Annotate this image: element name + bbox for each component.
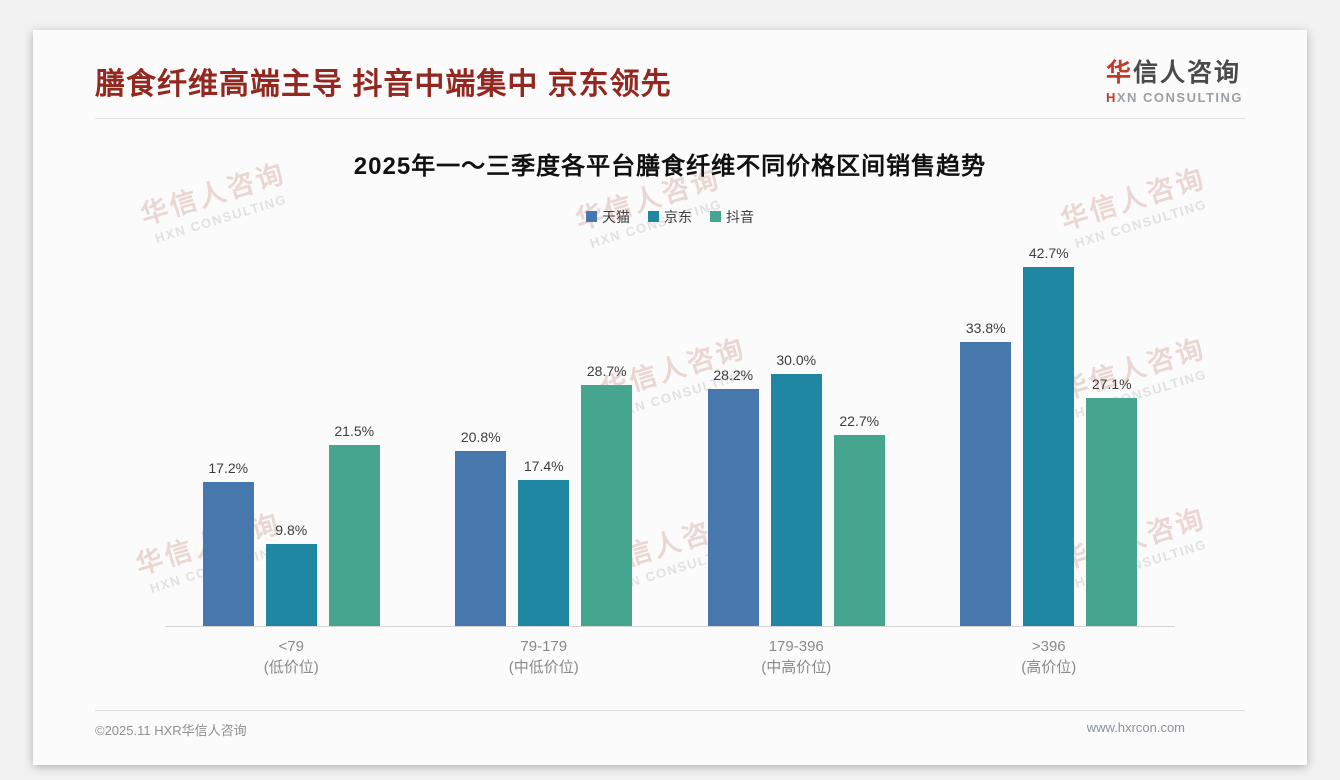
- bar: [960, 341, 1012, 626]
- bar: [202, 481, 254, 626]
- x-axis-label-range: 179-396: [768, 637, 824, 655]
- bar-group: 33.8% 42.7% 27.1%: [923, 245, 1176, 626]
- x-axis-label-tier: (高价位): [1021, 659, 1077, 677]
- bar: [707, 388, 759, 626]
- bar-value-label: 28.7%: [586, 362, 627, 379]
- x-axis-label: >396 (高价位): [923, 636, 1176, 680]
- legend-swatch-icon: [586, 211, 597, 222]
- footer-website: www.hxrcon.com: [1086, 720, 1185, 735]
- bar-group: 20.8% 17.4% 28.7%: [418, 363, 671, 626]
- logo-cn-accent: 华: [1105, 59, 1133, 87]
- x-axis-label-tier: (中高价位): [761, 659, 832, 677]
- x-axis-labels: <79 (低价位) 79-179 (中低价位) 179-396 (中高价位) >396 (高价…: [165, 627, 1175, 680]
- bar: [770, 373, 822, 626]
- bar-column: 33.8%: [960, 319, 1012, 626]
- logo-en-accent: H: [1105, 89, 1117, 105]
- chart-title: 2025年一～三季度各平台膳食纤维不同价格区间销售趋势: [353, 152, 987, 180]
- bar-value-label: 9.8%: [275, 521, 308, 538]
- bar: [1023, 266, 1075, 626]
- legend-label: 抖音: [726, 208, 754, 225]
- x-axis-label: <79 (低价位): [165, 636, 418, 680]
- bar-value-label: 28.2%: [713, 366, 754, 383]
- bar-column: 27.1%: [1086, 375, 1138, 626]
- bar-column: 20.8%: [455, 428, 507, 626]
- slide-card: 膳食纤维高端主导 抖音中端集中 京东领先 华信人咨询 HXN CONSULTIN…: [33, 30, 1307, 765]
- bar: [518, 479, 570, 626]
- chart: 2025年一～三季度各平台膳食纤维不同价格区间销售趋势 天猫 京东 抖音 17.2%…: [165, 146, 1175, 680]
- x-axis-label: 179-396 (中高价位): [670, 636, 923, 680]
- bar-value-label: 17.2%: [208, 459, 249, 476]
- bar-value-label: 33.8%: [965, 319, 1006, 336]
- logo-en-rest: XN CONSULTING: [1116, 89, 1243, 105]
- bar: [265, 543, 317, 626]
- legend-item-3: 抖音: [710, 207, 754, 227]
- header: 膳食纤维高端主导 抖音中端集中 京东领先 华信人咨询 HXN CONSULTIN…: [95, 30, 1245, 119]
- bar-value-label: 17.4%: [523, 457, 564, 474]
- bar-column: 21.5%: [328, 422, 380, 626]
- company-logo: 华信人咨询 HXN CONSULTING: [1105, 59, 1243, 105]
- x-axis-label: 79-179 (中低价位): [418, 636, 671, 680]
- bar-column: 22.7%: [833, 412, 885, 626]
- bar: [455, 450, 507, 626]
- page-title: 膳食纤维高端主导 抖音中端集中 京东领先: [95, 68, 672, 101]
- footer-copyright: ©2025.11 HXR华信人咨询: [95, 723, 247, 738]
- bar-column: 30.0%: [770, 351, 822, 626]
- logo-chinese-name: 华信人咨询: [1105, 59, 1243, 88]
- bar-value-label: 22.7%: [839, 412, 880, 429]
- bar-column: 42.7%: [1023, 244, 1075, 626]
- legend-item-2: 京东: [648, 207, 692, 227]
- bar-value-label: 20.8%: [460, 428, 501, 445]
- legend-swatch-icon: [710, 211, 721, 222]
- legend-label: 京东: [664, 208, 692, 225]
- header-divider: [95, 117, 1245, 119]
- bar-column: 28.2%: [707, 366, 759, 626]
- x-axis-label-tier: (低价位): [263, 659, 319, 677]
- bar-column: 9.8%: [265, 521, 317, 626]
- chart-plot-area: 17.2% 9.8% 21.5% 20.8% 17.4% 28.7% 28.2% 30.0% 2…: [165, 239, 1175, 627]
- chart-legend: 天猫 京东 抖音: [165, 207, 1175, 227]
- x-axis-label-range: <79: [278, 637, 304, 655]
- bar-value-label: 42.7%: [1028, 244, 1069, 261]
- bar: [833, 434, 885, 626]
- x-axis-label-range: 79-179: [520, 637, 568, 655]
- logo-cn-rest: 信人咨询: [1132, 59, 1241, 87]
- footer: ©2025.11 HXR华信人咨询 www.hxrcon.com: [95, 710, 1245, 739]
- legend-label: 天猫: [602, 208, 630, 225]
- bar: [328, 444, 380, 626]
- legend-swatch-icon: [648, 211, 659, 222]
- x-axis-label-range: >396: [1031, 637, 1066, 655]
- bar-group: 28.2% 30.0% 22.7%: [670, 352, 923, 626]
- bar-group: 17.2% 9.8% 21.5%: [165, 423, 418, 626]
- logo-english-name: HXN CONSULTING: [1106, 90, 1243, 105]
- bar-column: 17.2%: [202, 459, 254, 626]
- bar-column: 17.4%: [518, 457, 570, 626]
- bar-value-label: 27.1%: [1091, 375, 1132, 392]
- bar-column: 28.7%: [581, 362, 633, 626]
- bar: [1086, 397, 1138, 626]
- bar: [581, 384, 633, 626]
- bar-value-label: 30.0%: [776, 351, 817, 368]
- bar-value-label: 21.5%: [334, 422, 375, 439]
- x-axis-label-tier: (中低价位): [508, 659, 579, 677]
- legend-item-1: 天猫: [586, 207, 630, 227]
